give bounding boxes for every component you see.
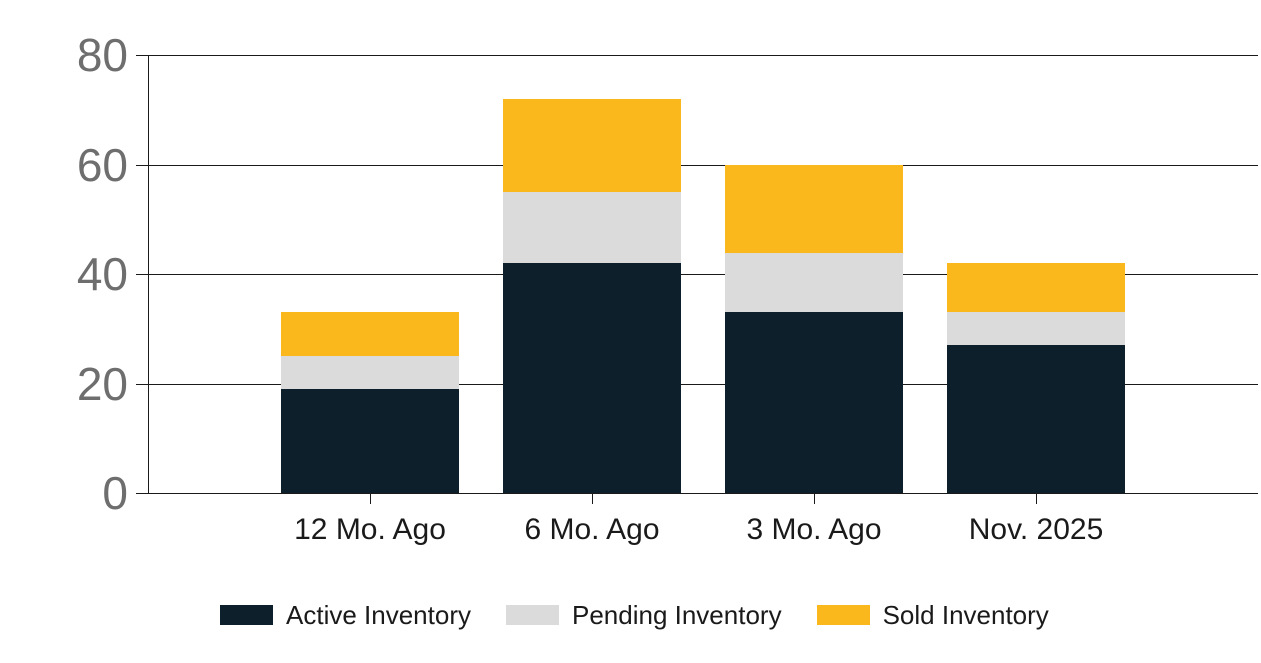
- x-axis-tick: [1036, 493, 1037, 504]
- bar-segment-active-inventory[interactable]: [281, 389, 459, 493]
- bar-segment-pending-inventory[interactable]: [947, 312, 1125, 345]
- gridline: [136, 274, 1258, 275]
- bar-segment-sold-inventory[interactable]: [947, 263, 1125, 312]
- y-axis-tick-label: 20: [76, 358, 128, 410]
- x-axis-category-label: Nov. 2025: [968, 513, 1104, 546]
- legend-label: Active Inventory: [286, 600, 471, 630]
- x-axis-tick: [370, 493, 371, 504]
- bar-segment-sold-inventory[interactable]: [725, 165, 903, 253]
- bar-segment-sold-inventory[interactable]: [503, 99, 681, 192]
- gridline: [136, 493, 1258, 494]
- chart-legend: Active Inventory Pending Inventory Sold In…: [220, 601, 1049, 629]
- y-axis-tick-label: 0: [102, 467, 128, 519]
- legend-item-pending-inventory: Pending Inventory: [505, 600, 782, 630]
- y-axis-tick-label: 60: [76, 139, 128, 191]
- bar-segment-active-inventory[interactable]: [725, 312, 903, 493]
- bar-segment-active-inventory[interactable]: [947, 345, 1125, 493]
- x-axis-tick: [592, 493, 593, 504]
- gridline: [136, 55, 1258, 56]
- y-axis-tick-label: 40: [76, 248, 128, 300]
- x-axis-tick: [814, 493, 815, 504]
- bar-segment-pending-inventory[interactable]: [503, 192, 681, 263]
- x-axis-category-label: 6 Mo. Ago: [524, 513, 660, 546]
- sold-inventory-swatch: [816, 605, 870, 625]
- legend-label: Pending Inventory: [571, 600, 782, 630]
- legend-item-active-inventory: Active Inventory: [220, 601, 471, 629]
- y-axis-tick-label: 80: [76, 29, 128, 81]
- gridline: [136, 384, 1258, 385]
- legend-label: Sold Inventory: [882, 600, 1049, 630]
- active-inventory-swatch: [220, 605, 273, 625]
- bar-segment-sold-inventory[interactable]: [281, 312, 459, 356]
- x-axis-category-label: 12 Mo. Ago: [294, 513, 446, 546]
- bar-segment-pending-inventory[interactable]: [725, 252, 903, 312]
- bar-segment-active-inventory[interactable]: [503, 263, 681, 493]
- x-axis-category-label: 3 Mo. Ago: [746, 513, 882, 546]
- bar-segment-pending-inventory[interactable]: [281, 356, 459, 389]
- pending-inventory-swatch: [505, 605, 559, 625]
- legend-item-sold-inventory: Sold Inventory: [816, 600, 1049, 630]
- y-axis-line: [148, 55, 149, 493]
- gridline: [136, 165, 1258, 166]
